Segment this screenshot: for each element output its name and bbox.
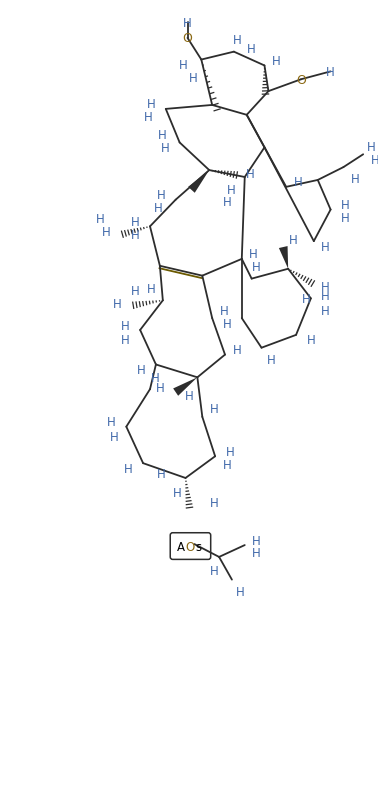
Polygon shape [188, 171, 209, 193]
Text: H: H [252, 261, 261, 274]
Text: s: s [195, 540, 201, 553]
Text: H: H [341, 199, 350, 212]
Text: H: H [156, 189, 165, 202]
Text: O: O [183, 32, 192, 45]
Text: H: H [102, 225, 111, 238]
Text: A: A [177, 540, 184, 553]
Text: H: H [267, 354, 276, 367]
Text: H: H [131, 285, 139, 298]
Text: H: H [131, 229, 139, 241]
Text: H: H [183, 17, 192, 30]
Text: H: H [226, 184, 235, 197]
Text: H: H [232, 34, 241, 47]
Text: H: H [113, 298, 122, 310]
Text: H: H [341, 212, 350, 225]
FancyBboxPatch shape [170, 533, 211, 560]
Text: H: H [156, 467, 165, 480]
Text: H: H [370, 153, 378, 167]
Text: H: H [158, 129, 166, 142]
Text: H: H [223, 458, 231, 471]
Text: H: H [107, 415, 116, 429]
Text: H: H [294, 176, 302, 189]
Text: H: H [289, 233, 297, 246]
Text: H: H [210, 496, 218, 509]
Text: H: H [235, 585, 244, 598]
Text: H: H [150, 371, 159, 384]
Text: H: H [302, 293, 310, 306]
Text: H: H [144, 111, 152, 124]
Text: H: H [252, 534, 261, 547]
Text: H: H [367, 140, 375, 154]
Text: H: H [223, 317, 231, 330]
Text: H: H [307, 334, 315, 347]
Polygon shape [279, 247, 288, 269]
Text: H: H [220, 304, 228, 318]
Text: H: H [223, 196, 231, 209]
Text: H: H [232, 344, 241, 357]
Text: H: H [173, 487, 182, 500]
Text: H: H [351, 173, 359, 186]
Text: H: H [147, 99, 155, 111]
Text: H: H [131, 216, 139, 229]
Text: H: H [147, 282, 155, 296]
Text: H: H [121, 319, 130, 332]
Text: H: H [185, 389, 194, 402]
Text: H: H [247, 43, 256, 56]
Text: H: H [321, 241, 330, 253]
Text: H: H [124, 462, 133, 475]
Text: H: H [155, 381, 164, 395]
Text: H: H [189, 71, 198, 85]
Text: H: H [160, 142, 169, 155]
Text: H: H [252, 547, 261, 560]
Text: H: H [249, 248, 258, 261]
Text: O: O [296, 74, 306, 87]
Text: H: H [326, 66, 335, 79]
Text: H: H [121, 334, 130, 347]
Text: H: H [226, 445, 234, 458]
Text: O: O [186, 540, 195, 553]
Text: H: H [179, 59, 188, 72]
Text: H: H [321, 290, 330, 302]
Text: H: H [321, 281, 330, 294]
Text: H: H [321, 304, 330, 318]
Text: H: H [246, 168, 255, 180]
Text: H: H [96, 213, 105, 225]
Polygon shape [173, 378, 197, 396]
Text: H: H [137, 363, 146, 376]
Text: H: H [153, 202, 162, 215]
Text: H: H [210, 403, 218, 416]
Text: H: H [210, 565, 218, 577]
Text: H: H [272, 55, 281, 68]
Text: H: H [110, 431, 119, 444]
